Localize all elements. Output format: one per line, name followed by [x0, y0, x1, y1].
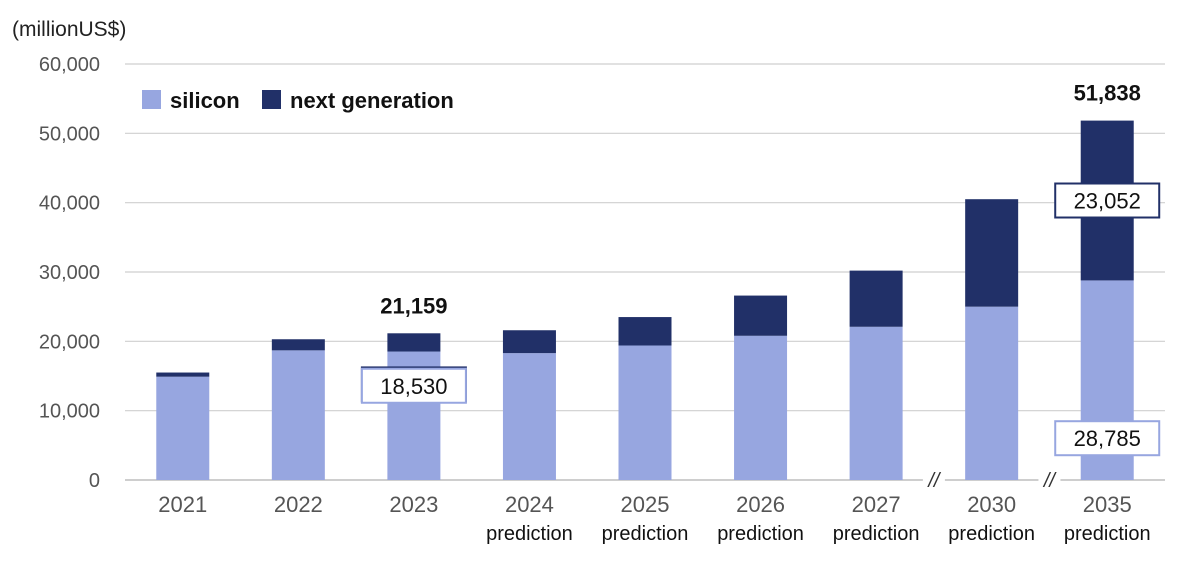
legend-swatch [262, 90, 281, 109]
x-tick-label: 2025 [621, 492, 670, 517]
x-tick-sublabel: prediction [1064, 523, 1151, 545]
total-label: 51,838 [1074, 81, 1141, 106]
x-tick-label: 2027 [852, 492, 901, 517]
x-tick-label: 2023 [389, 492, 438, 517]
value-label-box [360, 367, 467, 404]
x-tick-sublabel: prediction [833, 523, 920, 545]
bar-silicon [965, 306, 1019, 480]
value-label: 28,785 [1074, 426, 1141, 451]
bar-next-generation [502, 330, 556, 354]
legend-swatch [142, 90, 161, 109]
value-label-box [1054, 182, 1161, 219]
x-tick-label: 2035 [1083, 492, 1132, 517]
y-tick-label: 50,000 [39, 123, 100, 145]
x-tick-sublabel: prediction [948, 523, 1035, 545]
y-tick-label: 20,000 [39, 331, 100, 353]
x-tick-sublabel: prediction [486, 523, 573, 545]
bar-silicon [271, 350, 325, 480]
bar-next-generation [849, 270, 903, 327]
bar-next-generation [271, 339, 325, 351]
axis-break-mask [1038, 473, 1061, 487]
x-tick-sublabel: prediction [602, 523, 689, 545]
bar-silicon [849, 326, 903, 480]
total-label: 21,159 [380, 293, 447, 318]
y-tick-label: 60,000 [39, 54, 100, 76]
y-tick-label: 30,000 [39, 262, 100, 284]
x-tick-label: 2022 [274, 492, 323, 517]
legend-label: next generation [290, 88, 454, 113]
bar-silicon [156, 376, 210, 480]
bar-silicon [734, 335, 788, 480]
legend-label: silicon [170, 88, 240, 113]
x-tick-label: 2024 [505, 492, 554, 517]
axis-break-mark: // [1042, 470, 1058, 492]
bar-next-generation [734, 295, 788, 336]
bar-next-generation [156, 372, 210, 377]
bar-silicon [502, 353, 556, 480]
x-tick-label: 2021 [158, 492, 207, 517]
x-tick-label: 2030 [967, 492, 1016, 517]
bar-silicon [618, 345, 672, 480]
y-axis-unit-label: (millionUS$) [12, 18, 126, 41]
x-tick-label: 2026 [736, 492, 785, 517]
value-label: 23,052 [1074, 189, 1141, 214]
axis-break-mask [922, 473, 945, 487]
value-label: 18,530 [380, 374, 447, 399]
x-tick-sublabel: prediction [717, 523, 804, 545]
y-tick-label: 40,000 [39, 193, 100, 215]
value-label-box [1054, 420, 1161, 457]
axis-break-mark: // [926, 470, 942, 492]
bar-next-generation [618, 317, 672, 346]
bar-next-generation [965, 199, 1019, 307]
y-tick-label: 0 [89, 470, 100, 492]
y-tick-label: 10,000 [39, 401, 100, 423]
bar-next-generation [387, 333, 441, 352]
